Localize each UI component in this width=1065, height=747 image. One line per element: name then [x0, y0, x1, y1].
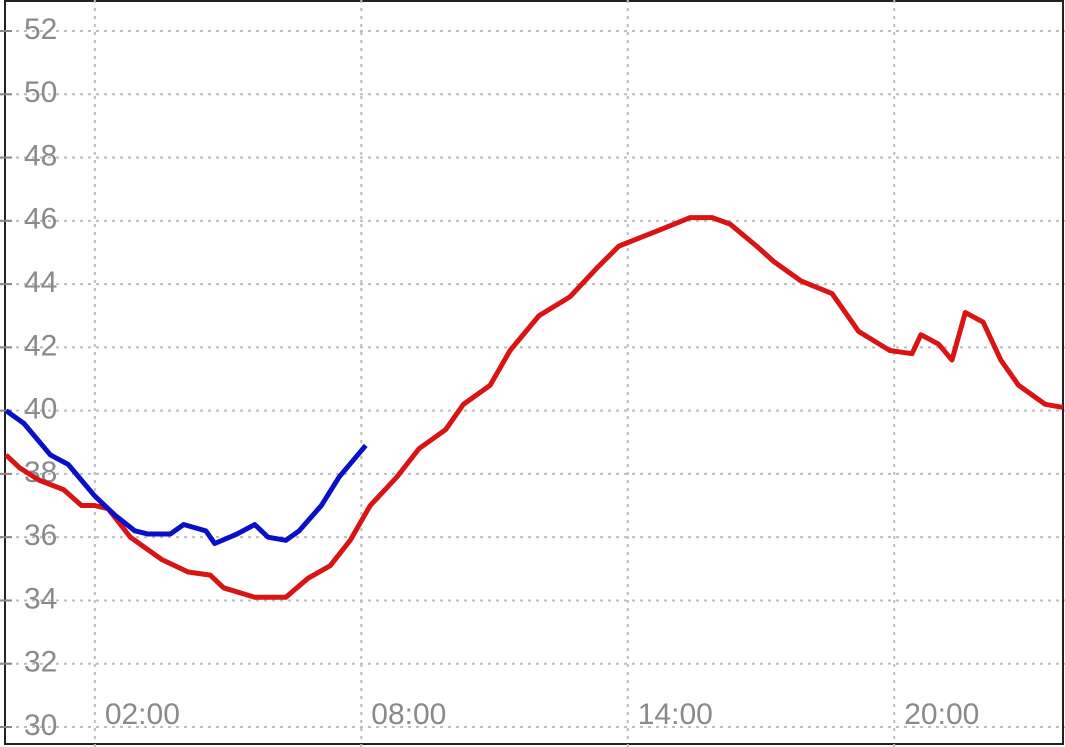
y-tick-label: 34 [24, 582, 57, 615]
y-tick-label: 32 [24, 646, 57, 679]
x-tick-label: 02:00 [105, 698, 180, 731]
plot-frame [4, 0, 1064, 745]
x-tick-label: 08:00 [371, 698, 446, 731]
y-tick-label: 50 [24, 76, 57, 109]
x-tick-label: 14:00 [638, 698, 713, 731]
line-series [4, 408, 368, 547]
y-tick-label: 44 [24, 266, 57, 299]
y-tick-label: 48 [24, 139, 57, 172]
y-tick-label: 40 [24, 393, 57, 426]
y-tick-label: 30 [24, 709, 57, 742]
y-tick-label: 46 [24, 203, 57, 236]
y-tick-label: 52 [24, 13, 57, 46]
x-tick-label: 20:00 [904, 698, 979, 731]
y-tick-label: 36 [24, 519, 57, 552]
line-series [4, 215, 1064, 600]
y-tick-label: 42 [24, 329, 57, 362]
